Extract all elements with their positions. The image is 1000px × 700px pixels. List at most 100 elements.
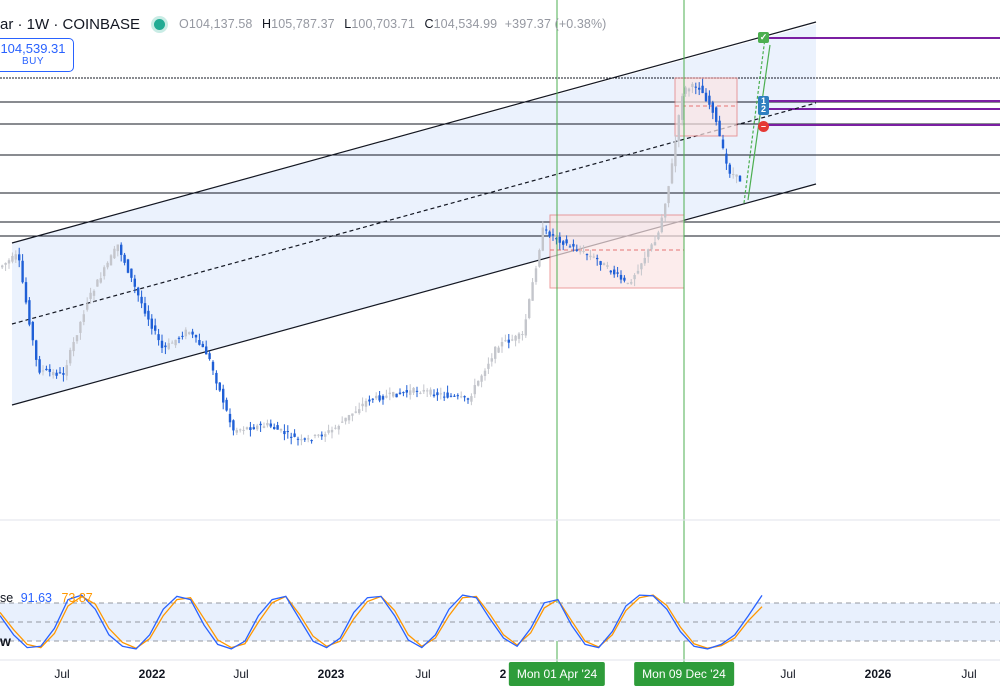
candle bbox=[177, 337, 181, 339]
candle bbox=[45, 368, 48, 371]
candle bbox=[344, 417, 347, 422]
candle bbox=[143, 303, 147, 314]
candle bbox=[62, 373, 65, 375]
stop-icon[interactable]: – bbox=[758, 121, 769, 132]
candle bbox=[133, 278, 136, 287]
marker-date-label[interactable]: Mon 01 Apr '24 bbox=[508, 662, 606, 686]
candle bbox=[228, 413, 232, 423]
candle bbox=[364, 401, 368, 407]
candle bbox=[194, 334, 198, 338]
candle bbox=[507, 339, 510, 343]
candle bbox=[290, 436, 293, 438]
candle bbox=[7, 260, 11, 264]
candle bbox=[334, 427, 337, 429]
candle bbox=[422, 389, 425, 392]
candle bbox=[320, 434, 323, 437]
market-status-icon bbox=[154, 18, 166, 30]
target-2-badge[interactable]: 2 bbox=[758, 104, 769, 115]
candle bbox=[347, 415, 351, 421]
high-label: H bbox=[262, 17, 272, 31]
candle bbox=[69, 349, 72, 364]
candle bbox=[592, 256, 595, 258]
candle bbox=[602, 263, 606, 266]
candle bbox=[613, 269, 616, 275]
candle bbox=[341, 421, 344, 423]
candle bbox=[242, 429, 245, 431]
close-label: C bbox=[424, 17, 434, 31]
candle bbox=[361, 403, 364, 407]
candle bbox=[660, 217, 663, 233]
candle bbox=[517, 333, 521, 339]
candle bbox=[130, 268, 133, 278]
candle bbox=[262, 426, 266, 428]
symbol-title[interactable]: ar · 1W · COINBASE bbox=[0, 15, 141, 33]
candle bbox=[490, 358, 493, 362]
candle bbox=[188, 332, 191, 334]
stochastic-k-line bbox=[0, 594, 763, 650]
candle bbox=[504, 340, 507, 342]
symbol-header: ar · 1W · COINBASE O104,137.58 H105,787.… bbox=[0, 10, 606, 38]
axis-tick: 2022 bbox=[138, 667, 166, 681]
candle bbox=[218, 382, 221, 391]
candle bbox=[494, 346, 497, 359]
candle bbox=[279, 429, 283, 431]
candle bbox=[198, 339, 201, 345]
candle bbox=[674, 141, 677, 167]
candle bbox=[599, 261, 602, 265]
candle bbox=[171, 342, 174, 344]
candle bbox=[701, 85, 704, 94]
candle bbox=[109, 255, 113, 266]
target-check-icon[interactable]: ✓ bbox=[758, 32, 769, 43]
candle bbox=[626, 282, 629, 284]
candle bbox=[473, 385, 476, 395]
candle bbox=[65, 365, 68, 376]
candle bbox=[375, 395, 378, 399]
candle bbox=[419, 392, 422, 394]
candle bbox=[558, 236, 561, 243]
candle bbox=[208, 353, 211, 360]
candle bbox=[596, 257, 599, 260]
candle bbox=[585, 254, 589, 256]
candle bbox=[684, 87, 687, 94]
axis-tick: Jul bbox=[233, 667, 249, 681]
candle bbox=[324, 434, 327, 437]
candle bbox=[521, 334, 524, 336]
candle bbox=[31, 321, 34, 341]
axis-tick: Jul bbox=[961, 667, 977, 681]
candle bbox=[657, 232, 660, 240]
candle bbox=[653, 242, 657, 246]
candle bbox=[708, 95, 711, 105]
candle bbox=[358, 409, 361, 414]
candle bbox=[269, 423, 272, 427]
candle bbox=[286, 431, 289, 433]
candle bbox=[313, 434, 317, 436]
candle bbox=[330, 429, 334, 433]
candle bbox=[436, 392, 439, 396]
candle bbox=[52, 372, 55, 376]
candle bbox=[555, 237, 558, 240]
candle bbox=[633, 275, 636, 280]
open-label: O bbox=[179, 17, 189, 31]
candle bbox=[534, 268, 538, 282]
candle bbox=[123, 254, 126, 263]
candle bbox=[623, 277, 626, 281]
candle bbox=[735, 174, 738, 177]
candle bbox=[337, 426, 340, 430]
buy-button[interactable]: 104,539.31 BUY bbox=[0, 38, 74, 72]
candle bbox=[99, 278, 102, 283]
target-1-badge[interactable]: 1 bbox=[758, 96, 769, 107]
candle bbox=[511, 339, 514, 341]
indicator-name[interactable]: se bbox=[0, 591, 14, 605]
candle bbox=[72, 341, 75, 352]
candle bbox=[497, 347, 500, 353]
candle bbox=[528, 299, 531, 319]
candle bbox=[694, 86, 697, 88]
candle bbox=[252, 427, 255, 430]
candle bbox=[14, 254, 17, 260]
candle bbox=[446, 392, 449, 398]
marker-date-label[interactable]: Mon 09 Dec '24 bbox=[634, 662, 734, 686]
candle bbox=[402, 392, 405, 394]
candle bbox=[1, 265, 4, 268]
candle bbox=[273, 426, 276, 430]
